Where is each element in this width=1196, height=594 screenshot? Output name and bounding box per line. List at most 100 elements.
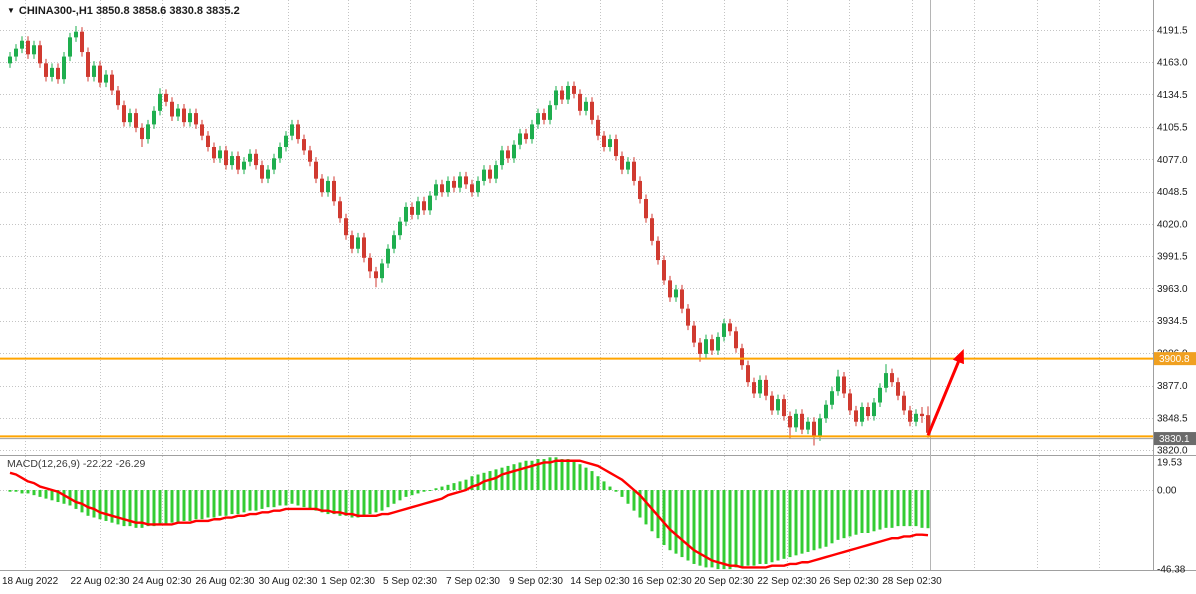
macd-bar <box>614 490 618 492</box>
macd-bar <box>344 490 348 516</box>
macd-bar <box>320 490 324 513</box>
macd-bar <box>422 490 426 492</box>
macd-bar <box>380 490 384 511</box>
candle-down <box>782 399 786 417</box>
macd-bar <box>86 490 90 516</box>
candle-up <box>398 221 402 236</box>
candle-up <box>818 418 822 437</box>
macd-bar <box>896 490 900 527</box>
macd-bar <box>74 490 78 509</box>
macd-bar <box>722 490 726 570</box>
candle-down <box>332 180 336 202</box>
candle-down <box>686 308 690 326</box>
candle-down <box>572 85 576 94</box>
candle-up <box>248 153 252 162</box>
price-axis-tick: 3963.0 <box>1157 284 1188 295</box>
macd-bar <box>62 490 66 504</box>
time-axis-label: 22 Sep 02:30 <box>757 576 817 587</box>
candle-down <box>578 93 582 111</box>
macd-bar <box>302 490 306 508</box>
candle-down <box>254 153 258 166</box>
macd-bar <box>914 490 918 527</box>
macd-bar <box>500 467 504 490</box>
candle-down <box>200 124 204 136</box>
candle-down <box>86 52 90 77</box>
macd-bar <box>494 469 498 490</box>
candle-up <box>404 206 408 222</box>
price-axis-tick: 3877.0 <box>1157 381 1188 392</box>
macd-bar <box>32 490 36 496</box>
candle-down <box>920 413 924 417</box>
macd-bar <box>434 488 438 490</box>
candle-up <box>914 413 918 422</box>
price-axis-tick: 4105.5 <box>1157 123 1188 134</box>
candle-down <box>362 237 366 258</box>
candle-up <box>518 133 522 145</box>
macd-bar <box>620 490 624 497</box>
macd-bar <box>92 490 96 518</box>
candle-down <box>308 150 312 162</box>
candle-down <box>746 365 750 383</box>
candle-down <box>164 93 168 102</box>
macd-bar <box>860 490 864 533</box>
macd-bar <box>698 490 702 566</box>
price-axis-tick: 4020.0 <box>1157 219 1188 230</box>
macd-bar <box>398 490 402 501</box>
macd-bar <box>506 465 510 490</box>
candle-up <box>152 110 156 125</box>
macd-bar <box>284 490 288 506</box>
candle-up <box>104 74 108 83</box>
macd-bar <box>140 490 144 528</box>
candle-down <box>812 421 816 437</box>
macd-bar <box>908 490 912 527</box>
candle-up <box>176 108 180 117</box>
candle-down <box>596 119 600 136</box>
price-axis-tick: 4077.0 <box>1157 155 1188 166</box>
macd-bar <box>146 490 150 527</box>
macd-bar <box>632 490 636 511</box>
candle-down <box>650 218 654 241</box>
candle-up <box>458 176 462 188</box>
price-axis-tick: 4163.0 <box>1157 58 1188 69</box>
candle-down <box>602 135 606 148</box>
macd-bar <box>926 490 930 529</box>
candle-up <box>500 150 504 166</box>
price-axis-tick: 4191.5 <box>1157 26 1188 37</box>
one-click-trading-icon[interactable]: ▼ <box>7 6 15 15</box>
candle-down <box>668 280 672 298</box>
time-axis-label: 14 Sep 02:30 <box>570 576 630 587</box>
macd-bar <box>8 490 12 492</box>
candle-up <box>20 40 24 49</box>
candle-down <box>140 127 144 140</box>
candle-down <box>194 113 198 125</box>
candle-down <box>638 180 642 200</box>
macd-bar <box>260 490 264 509</box>
macd-bar <box>584 467 588 490</box>
macd-bar <box>56 490 60 503</box>
macd-axis-tick: -46.38 <box>1157 565 1186 576</box>
macd-bar <box>512 464 516 490</box>
trend-arrow[interactable] <box>926 349 964 436</box>
macd-bar <box>548 457 552 490</box>
candle-up <box>218 150 222 159</box>
price-axis-tick: 3934.5 <box>1157 316 1188 327</box>
macd-bar <box>128 490 132 527</box>
candle-down <box>368 257 372 272</box>
candle-down <box>206 135 210 148</box>
candle-down <box>236 156 240 170</box>
macd-bar <box>680 490 684 558</box>
candle-down <box>728 323 732 332</box>
macd-bar <box>524 460 528 490</box>
macd-bar <box>116 490 120 525</box>
macd-axis-tick: 0.00 <box>1157 486 1177 497</box>
candle-down <box>902 395 906 411</box>
macd-bar <box>314 490 318 511</box>
macd-bar <box>134 490 138 528</box>
candle-up <box>62 56 66 80</box>
candle-down <box>320 178 324 193</box>
candle-down <box>644 199 648 219</box>
candle-down <box>314 161 318 179</box>
macd-bar <box>818 490 822 549</box>
